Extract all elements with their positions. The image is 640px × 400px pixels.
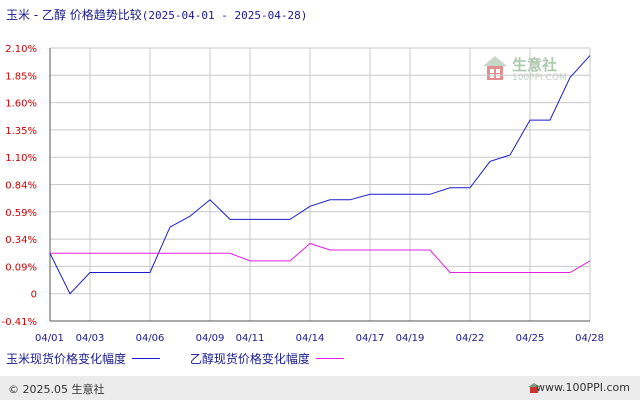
y-tick-label: 0.59% (5, 208, 37, 219)
series-line-ethanol (50, 242, 591, 273)
footer-bar: © 2025.05 生意社 www.100PPI.com (0, 376, 640, 400)
y-tick-label: 1.85% (5, 71, 37, 82)
chart-legend: 玉米现货价格变化幅度 乙醇现货价格变化幅度 (6, 350, 370, 367)
x-tick-label: 04/22 (456, 333, 485, 344)
y-tick-label: 1.10% (5, 153, 37, 164)
footer-copyright: © 2025.05 生意社 (8, 383, 105, 396)
x-tick-label: 04/14 (296, 333, 325, 344)
chart-title-range: (2025-04-01 - 2025-04-28) (141, 9, 308, 22)
legend-label-ethanol: 乙醇现货价格变化幅度 (189, 352, 310, 366)
chart-title-main: 玉米 - 乙醇 价格趋势比较 (6, 8, 142, 22)
watermark-logo-icon (483, 56, 507, 80)
legend-item-ethanol: 乙醇现货价格变化幅度 (190, 350, 344, 367)
x-tick-label: 04/28 (575, 333, 604, 344)
y-tick-label: -0.41% (2, 317, 37, 328)
watermark: 生意社 100PPI.COM (482, 54, 567, 88)
y-tick-label: 2.10% (5, 44, 37, 55)
x-tick-label: 04/03 (76, 333, 105, 344)
chart-title: 玉米 - 乙醇 价格趋势比较(2025-04-01 - 2025-04-28) (6, 6, 307, 23)
y-tick-label: 1.60% (5, 99, 37, 110)
x-tick-label: 04/25 (516, 333, 545, 344)
footer-site-link[interactable]: www.100PPI.com (536, 381, 630, 394)
watermark-url: 100PPI.COM (512, 73, 567, 83)
footer-logo-icon (528, 383, 540, 393)
x-tick-label: 04/01 (35, 333, 64, 344)
y-tick-label: 0 (31, 290, 37, 301)
y-tick-label: 0.09% (5, 262, 37, 273)
series-line-corn (49, 55, 591, 295)
line-chart: 2.10% 1.85% 1.60% 1.35% 1.10% 0.84% 0.59% 0.34%… (2, 44, 604, 344)
watermark-name: 生意社 (512, 56, 558, 74)
legend-label-corn: 玉米现货价格变化幅度 (6, 352, 127, 366)
y-tick-label: 0.84% (5, 181, 37, 192)
legend-item-corn: 玉米现货价格变化幅度 (6, 350, 161, 367)
y-tick-label: 0.34% (5, 235, 37, 246)
x-tick-label: 04/06 (136, 333, 165, 344)
legend-swatch-corn (132, 358, 161, 359)
y-tick-label: 1.35% (5, 126, 37, 137)
x-tick-label: 04/17 (356, 333, 385, 344)
x-tick-label: 04/09 (196, 333, 225, 344)
legend-swatch-ethanol (315, 358, 344, 359)
x-tick-label: 04/19 (396, 333, 425, 344)
x-tick-label: 04/11 (236, 333, 265, 344)
